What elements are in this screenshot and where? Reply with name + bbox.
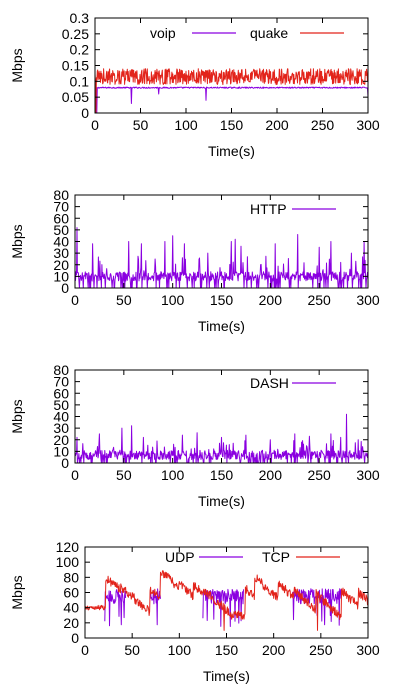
- x-tick-label: 200: [259, 467, 283, 483]
- x-tick-label: 150: [210, 292, 234, 308]
- y-tick-label: 30: [53, 245, 69, 261]
- series-line-voip: [94, 86, 369, 114]
- x-tick-label: 300: [356, 117, 380, 133]
- y-tick-label: 10: [53, 443, 69, 459]
- y-tick-label: 0: [71, 630, 79, 646]
- y-tick-label: 20: [53, 257, 69, 273]
- y-tick-label: 20: [53, 432, 69, 448]
- y-tick-label: 80: [53, 187, 69, 203]
- y-tick-label: 60: [63, 585, 79, 601]
- legend-label-udp: UDP: [165, 549, 195, 565]
- y-tick-label: 0.3: [70, 10, 90, 26]
- x-tick-label: 50: [133, 117, 149, 133]
- y-tick-label: 70: [53, 374, 69, 390]
- x-tick-label: 100: [161, 467, 185, 483]
- y-tick-label: 60: [53, 385, 69, 401]
- x-tick-label: 150: [210, 467, 234, 483]
- x-tick-label: 250: [311, 117, 335, 133]
- x-tick-label: 150: [215, 642, 239, 658]
- x-tick-label: 50: [124, 642, 140, 658]
- y-axis-label: Mbps: [9, 224, 25, 258]
- y-tick-label: 0.1: [70, 73, 90, 89]
- x-tick-label: 50: [116, 467, 132, 483]
- y-tick-label: 80: [63, 569, 79, 585]
- x-axis-label: Time(s): [198, 318, 245, 334]
- x-tick-label: 150: [220, 117, 244, 133]
- y-tick-label: 50: [53, 222, 69, 238]
- y-tick-label: 0: [81, 105, 89, 121]
- x-tick-label: 0: [71, 467, 79, 483]
- y-tick-label: 0: [61, 455, 69, 471]
- x-tick-label: 200: [265, 117, 289, 133]
- legend-label-quake: quake: [250, 25, 288, 41]
- voip-quake-chart: 0 50 100 150 200 250 300 00.050.10.150.20.250.3…: [9, 10, 380, 159]
- x-tick-label: 100: [161, 292, 185, 308]
- y-tick-label: 50: [53, 397, 69, 413]
- y-tick-label: 80: [53, 362, 69, 378]
- y-tick-label: 120: [56, 539, 80, 555]
- x-tick-label: 250: [307, 292, 331, 308]
- series-line-tcp: [84, 570, 369, 631]
- x-axis-label: Time(s): [203, 668, 250, 684]
- legend-label-voip: voip: [150, 25, 176, 41]
- plot-frame: [94, 17, 369, 114]
- http-chart: 0 50 100 150 200 250 30001020304050607080Time(…: [9, 187, 380, 334]
- x-tick-label: 50: [116, 292, 132, 308]
- x-tick-label: 300: [356, 642, 380, 658]
- y-axis-label: Mbps: [9, 48, 25, 82]
- x-tick-label: 0: [81, 642, 89, 658]
- y-tick-label: 60: [53, 210, 69, 226]
- y-tick-label: 20: [63, 615, 79, 631]
- x-tick-label: 0: [71, 292, 79, 308]
- legend-label-dash: DASH: [250, 375, 289, 391]
- dash-chart: 0 50 100 150 200 250 30001020304050607080Time(…: [9, 362, 380, 509]
- series-line-http: [74, 227, 369, 289]
- series-line-quake: [94, 68, 369, 114]
- x-tick-label: 200: [262, 642, 286, 658]
- y-tick-label: 0.2: [70, 42, 90, 58]
- x-tick-label: 100: [174, 117, 198, 133]
- x-tick-label: 0: [91, 117, 99, 133]
- x-tick-label: 300: [356, 467, 380, 483]
- y-axis-label: Mbps: [9, 399, 25, 433]
- x-tick-label: 200: [259, 292, 283, 308]
- series-line-dash: [74, 413, 369, 464]
- y-tick-label: 70: [53, 199, 69, 215]
- udp-tcp-chart: 0 50 100 150 200 250 300020406080100120Time(s)…: [9, 539, 380, 684]
- x-tick-label: 250: [307, 467, 331, 483]
- x-tick-label: 300: [356, 292, 380, 308]
- y-tick-label: 40: [63, 600, 79, 616]
- x-tick-label: 100: [168, 642, 192, 658]
- x-axis-label: Time(s): [208, 143, 255, 159]
- y-tick-label: 100: [56, 554, 80, 570]
- y-tick-label: 40: [53, 409, 69, 425]
- y-tick-label: 0.05: [62, 89, 89, 105]
- y-axis-label: Mbps: [9, 575, 25, 609]
- x-tick-label: 250: [309, 642, 333, 658]
- y-tick-label: 30: [53, 420, 69, 436]
- legend-label-http: HTTP: [250, 201, 287, 217]
- y-tick-label: 0.15: [62, 58, 89, 74]
- x-axis-label: Time(s): [198, 493, 245, 509]
- y-tick-label: 10: [53, 268, 69, 284]
- legend-label-tcp: TCP: [262, 549, 290, 565]
- y-tick-label: 40: [53, 234, 69, 250]
- y-tick-label: 0: [61, 280, 69, 296]
- y-tick-label: 0.25: [62, 26, 89, 42]
